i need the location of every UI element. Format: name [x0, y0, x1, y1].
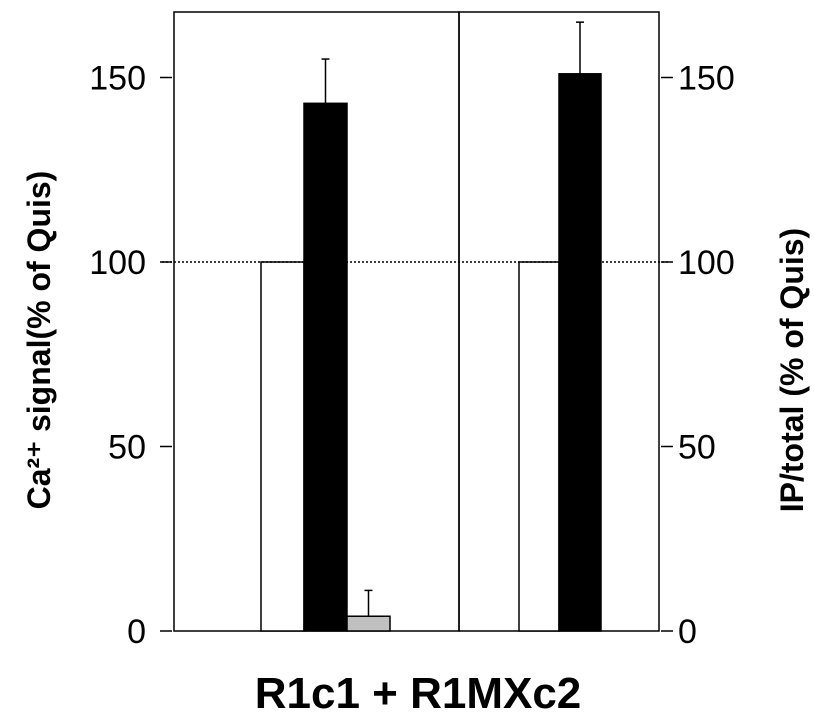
bar-panel1-1 — [260, 261, 305, 632]
y-tick-label-right-0: 0 — [678, 613, 697, 651]
y-axis-title-left: Ca²⁺ signal(% of Quis) — [21, 171, 57, 510]
y-tick-label-left-0: 0 — [127, 613, 146, 651]
y-tick-label-left-100: 100 — [89, 244, 146, 282]
bar-panel2-1 — [518, 261, 560, 632]
y-tick-label-right-50: 50 — [678, 429, 716, 467]
bar-panel1-2 — [303, 102, 348, 632]
bar-panel2-2 — [558, 73, 602, 632]
x-axis-title: R1c1 + R1MXc2 — [255, 669, 582, 718]
y-tick-label-right-150: 150 — [678, 60, 735, 98]
bars-layer — [260, 21, 602, 632]
y-tick-label-right-100: 100 — [678, 244, 735, 282]
ticks-layer: 0 0 50 50 100 100 150 150 — [89, 60, 734, 652]
bar-panel1-3 — [346, 615, 391, 632]
y-axis-title-right: IP/total (% of Quis) — [774, 228, 810, 512]
y-tick-label-left-50: 50 — [108, 429, 146, 467]
y-tick-label-left-150: 150 — [89, 60, 146, 98]
